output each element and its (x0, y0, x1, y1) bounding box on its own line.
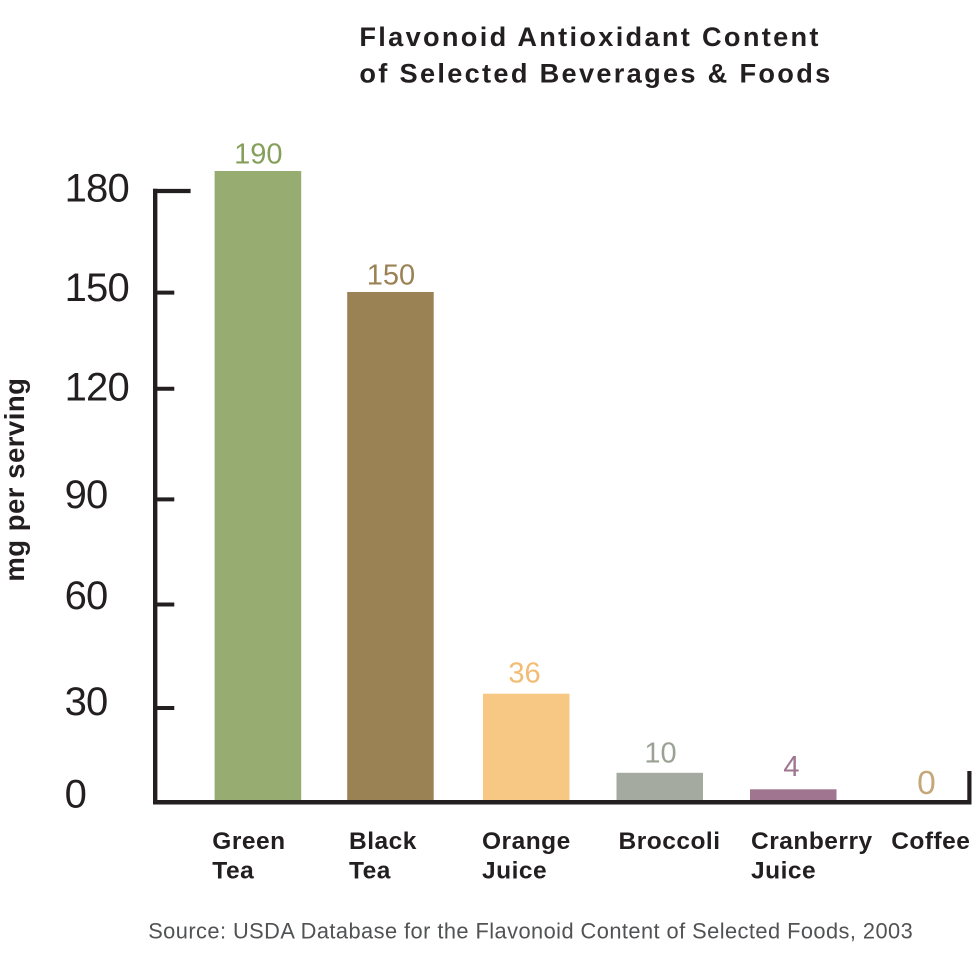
svg-text:Source: USDA Database for the: Source: USDA Database for the Flavonoid … (148, 919, 913, 944)
svg-text:120: 120 (65, 366, 129, 410)
svg-text:150: 150 (367, 259, 415, 291)
svg-text:Coffee: Coffee (891, 828, 970, 855)
svg-text:30: 30 (65, 680, 108, 724)
svg-text:of Selected Beverages & Foods: of Selected Beverages & Foods (359, 58, 832, 89)
svg-text:Cranberry: Cranberry (751, 828, 873, 855)
svg-text:Tea: Tea (212, 857, 254, 884)
svg-text:0: 0 (917, 765, 936, 802)
svg-text:Flavonoid Antioxidant Content: Flavonoid Antioxidant Content (359, 21, 820, 52)
svg-text:60: 60 (65, 574, 108, 618)
svg-text:Juice: Juice (482, 857, 547, 884)
svg-text:Juice: Juice (751, 857, 816, 884)
svg-text:36: 36 (508, 658, 540, 690)
svg-text:10: 10 (644, 737, 676, 769)
svg-text:Green: Green (212, 828, 285, 855)
svg-text:4: 4 (783, 751, 799, 783)
svg-text:90: 90 (65, 473, 108, 517)
svg-text:Broccoli: Broccoli (619, 828, 721, 855)
svg-text:Tea: Tea (349, 857, 391, 884)
svg-text:150: 150 (65, 266, 129, 310)
svg-text:0: 0 (65, 772, 86, 816)
svg-text:190: 190 (234, 139, 282, 171)
svg-text:Orange: Orange (482, 828, 571, 855)
svg-text:Black: Black (349, 828, 417, 855)
svg-text:mg per serving: mg per serving (0, 378, 30, 582)
svg-text:180: 180 (65, 167, 129, 211)
